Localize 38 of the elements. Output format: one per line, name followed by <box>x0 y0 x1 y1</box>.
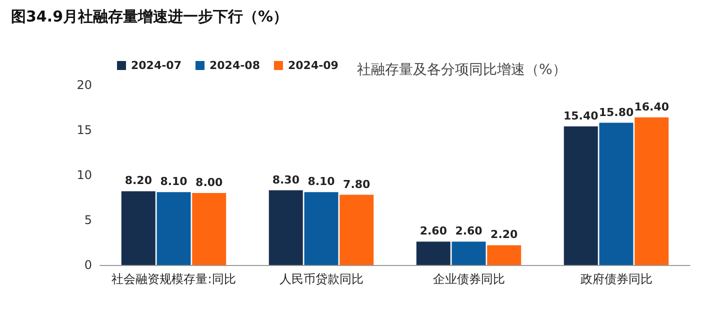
bar <box>416 242 450 265</box>
data-label: 16.40 <box>634 100 670 114</box>
bar <box>634 117 669 265</box>
legend-label: 2024-08 <box>209 59 260 72</box>
x-tick-label: 人民币贷款同比 <box>279 272 364 286</box>
bar <box>121 191 156 265</box>
y-tick-label: 20 <box>76 78 92 92</box>
legend-label: 2024-09 <box>288 59 338 72</box>
bar <box>340 194 374 265</box>
bar <box>452 242 486 265</box>
x-tick-label: 政府债券同比 <box>580 272 652 286</box>
bar <box>564 126 598 265</box>
bar <box>599 122 634 265</box>
data-label: 8.20 <box>124 174 152 188</box>
x-tick-label: 企业债券同比 <box>432 272 505 286</box>
x-tick-label: 社会融资规模存量:同比 <box>112 272 236 286</box>
legend-label: 2024-07 <box>131 59 182 72</box>
chart-subtitle: 社融存量及各分项同比增速（%） <box>357 62 566 78</box>
bar <box>304 192 338 265</box>
y-tick-label: 5 <box>84 213 92 227</box>
data-label: 15.80 <box>598 106 634 119</box>
data-label: 8.10 <box>160 175 188 188</box>
data-label: 15.40 <box>563 109 599 122</box>
data-label: 8.30 <box>272 173 300 186</box>
data-label: 8.10 <box>308 175 336 188</box>
y-tick-label: 0 <box>84 258 92 272</box>
data-label: 8.00 <box>196 176 224 189</box>
data-label: 7.80 <box>343 178 371 191</box>
y-tick-label: 15 <box>76 123 92 137</box>
chart-title: 图34.9月社融存量增速进一步下行（%） <box>11 8 288 26</box>
bar <box>487 245 522 265</box>
bar <box>268 190 303 265</box>
data-label: 2.20 <box>490 228 518 242</box>
bar <box>156 192 191 265</box>
bar <box>192 193 226 265</box>
data-label: 2.60 <box>455 224 483 238</box>
y-tick-label: 10 <box>76 168 92 182</box>
data-label: 2.60 <box>420 224 448 238</box>
